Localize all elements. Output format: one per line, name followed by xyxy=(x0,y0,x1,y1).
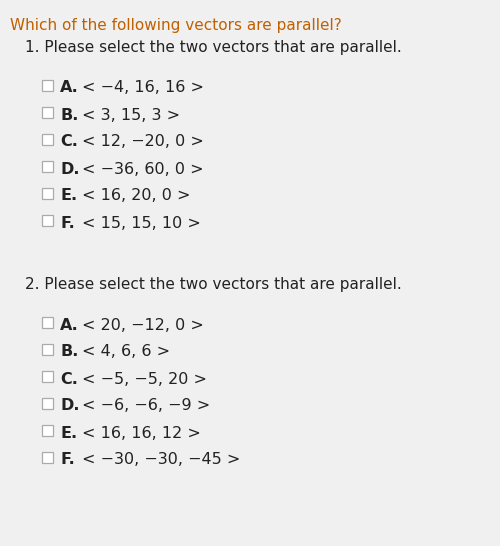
Text: < 16, 20, 0 >: < 16, 20, 0 > xyxy=(82,188,190,204)
Text: F.: F. xyxy=(60,453,75,467)
Text: 1. Please select the two vectors that are parallel.: 1. Please select the two vectors that ar… xyxy=(25,40,402,55)
FancyBboxPatch shape xyxy=(42,80,53,91)
Text: C.: C. xyxy=(60,371,78,387)
Text: D.: D. xyxy=(60,399,80,413)
Text: F.: F. xyxy=(60,216,75,230)
Text: Which of the following vectors are parallel?: Which of the following vectors are paral… xyxy=(10,18,342,33)
FancyBboxPatch shape xyxy=(42,452,53,463)
Text: 2. Please select the two vectors that are parallel.: 2. Please select the two vectors that ar… xyxy=(25,277,402,292)
Text: B.: B. xyxy=(60,108,78,122)
Text: < 12, −20, 0 >: < 12, −20, 0 > xyxy=(82,134,204,150)
FancyBboxPatch shape xyxy=(42,134,53,145)
FancyBboxPatch shape xyxy=(42,425,53,436)
Text: < −36, 60, 0 >: < −36, 60, 0 > xyxy=(82,162,204,176)
Text: < 20, −12, 0 >: < 20, −12, 0 > xyxy=(82,318,204,333)
Text: D.: D. xyxy=(60,162,80,176)
FancyBboxPatch shape xyxy=(42,371,53,382)
Text: E.: E. xyxy=(60,188,77,204)
Text: < −4, 16, 16 >: < −4, 16, 16 > xyxy=(82,80,204,96)
Text: < 16, 16, 12 >: < 16, 16, 12 > xyxy=(82,425,201,441)
FancyBboxPatch shape xyxy=(42,161,53,172)
Text: < 4, 6, 6 >: < 4, 6, 6 > xyxy=(82,345,170,359)
FancyBboxPatch shape xyxy=(42,107,53,118)
Text: < −30, −30, −45 >: < −30, −30, −45 > xyxy=(82,453,240,467)
Text: < 15, 15, 10 >: < 15, 15, 10 > xyxy=(82,216,201,230)
Text: < −5, −5, 20 >: < −5, −5, 20 > xyxy=(82,371,207,387)
Text: C.: C. xyxy=(60,134,78,150)
FancyBboxPatch shape xyxy=(42,215,53,226)
Text: B.: B. xyxy=(60,345,78,359)
FancyBboxPatch shape xyxy=(42,398,53,409)
Text: E.: E. xyxy=(60,425,77,441)
FancyBboxPatch shape xyxy=(42,188,53,199)
Text: A.: A. xyxy=(60,318,79,333)
Text: < −6, −6, −9 >: < −6, −6, −9 > xyxy=(82,399,210,413)
FancyBboxPatch shape xyxy=(42,344,53,355)
Text: < 3, 15, 3 >: < 3, 15, 3 > xyxy=(82,108,180,122)
Text: A.: A. xyxy=(60,80,79,96)
FancyBboxPatch shape xyxy=(42,317,53,328)
